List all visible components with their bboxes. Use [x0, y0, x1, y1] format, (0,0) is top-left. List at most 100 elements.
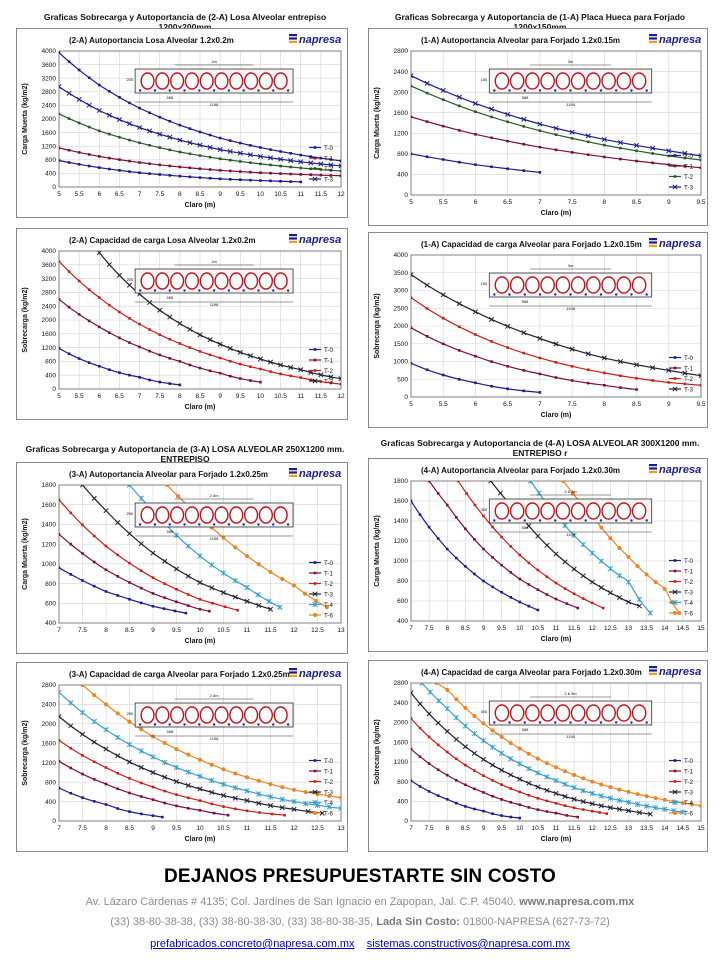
data-point: [490, 762, 496, 768]
data-point: [441, 158, 445, 161]
data-point: [278, 362, 284, 368]
data-point: [554, 801, 558, 805]
data-point: [279, 179, 282, 183]
chart-2a-capacidad: (2-A) Capacidad de carga Losa Alveolar 1…: [22, 234, 345, 411]
data-point: [97, 166, 101, 169]
email-link-sistemas[interactable]: sistemas.constructivos@napresa.com.mx: [366, 938, 570, 950]
data-point: [672, 789, 678, 795]
website-text[interactable]: www.napresa.com.mx: [519, 896, 635, 908]
data-point: [127, 719, 132, 724]
legend-label: T-2: [684, 579, 693, 586]
x-tick-label: 6: [97, 191, 101, 198]
x-tick-label: 13: [337, 825, 345, 832]
dim-label-top: 2m: [211, 59, 217, 64]
data-point: [104, 544, 108, 548]
plot-area: [58, 50, 342, 188]
data-point: [563, 804, 567, 807]
chart-title: (2-A) Autoportancia Losa Alveolar 1.2x0.…: [69, 36, 234, 45]
x-tick-label: 10.5: [217, 627, 230, 634]
data-point: [59, 112, 61, 116]
data-point: [188, 175, 192, 179]
data-point: [298, 367, 304, 373]
data-point: [411, 152, 413, 156]
data-point: [572, 592, 576, 596]
email-link-prefabricados[interactable]: prefabricados.concreto@napresa.com.mx: [150, 938, 355, 950]
data-point: [313, 780, 317, 783]
data-point: [158, 115, 162, 119]
slab-core-hole: [184, 272, 200, 290]
y-tick-label: 1600: [42, 130, 57, 137]
slab-core-hole: [509, 502, 525, 520]
data-point: [673, 569, 677, 573]
strand-dot: [198, 523, 201, 526]
data-point: [108, 132, 111, 136]
data-point: [178, 150, 182, 154]
data-point: [601, 136, 607, 143]
data-point: [138, 141, 141, 145]
strand-dot: [153, 89, 157, 92]
data-point: [635, 792, 640, 797]
data-point: [481, 721, 486, 726]
data-point: [162, 741, 167, 746]
strand-dot: [493, 293, 496, 296]
strand-dot: [168, 523, 171, 526]
data-point: [490, 165, 493, 169]
plot-area: [58, 684, 342, 822]
data-point: [480, 737, 487, 744]
footer-address: Av. Lázaro Cárdenas # 4135; Col. Jardine…: [0, 896, 720, 908]
data-point: [108, 167, 111, 171]
phones-text: (33) 38-80-38-38, (33) 38-80-38-30, (33)…: [110, 916, 374, 928]
slab-core-hole: [170, 706, 185, 724]
strand-dot: [168, 89, 171, 92]
data-point: [158, 173, 162, 176]
data-point: [673, 559, 677, 562]
data-point: [104, 782, 108, 786]
logo-bar: [289, 671, 297, 674]
data-point: [589, 790, 595, 797]
data-point: [178, 360, 182, 363]
series-t-1: [59, 532, 211, 613]
slab-core-hole: [140, 706, 155, 724]
data-point: [289, 180, 292, 183]
strand-dot: [183, 289, 186, 292]
legend-label: T-4: [324, 602, 333, 609]
x-tick-label: 12.5: [311, 825, 324, 832]
data-point: [208, 609, 211, 613]
series-t-4: [126, 485, 283, 610]
x-tick-label: 12: [589, 625, 597, 632]
strand-dot: [272, 89, 275, 92]
y-axis-ticks: 400 600 800 1000 1200 1400 1600 1800: [394, 478, 409, 625]
slab-core-hole: [540, 276, 555, 294]
data-point: [220, 590, 227, 596]
data-point: [139, 795, 143, 798]
legend-label: T-1: [324, 768, 333, 775]
data-point: [535, 770, 541, 776]
x-tick-label: 13: [625, 625, 633, 632]
x-tick-label: 9: [667, 199, 671, 206]
data-point: [647, 811, 653, 817]
legend-label: T-0: [684, 153, 693, 160]
data-point: [518, 577, 522, 581]
data-point: [576, 606, 580, 610]
data-point: [682, 150, 688, 156]
data-point: [589, 550, 595, 556]
data-point: [151, 798, 155, 801]
data-point: [474, 381, 477, 385]
x-tick-label: 8.5: [632, 401, 641, 408]
data-point: [527, 793, 531, 797]
data-point: [626, 555, 631, 559]
x-tick-label: 10.5: [274, 393, 287, 400]
slab-core-hole: [631, 72, 647, 90]
logo-text: napresa: [299, 668, 341, 680]
data-point: [139, 781, 143, 785]
x-tick-label: 10.5: [274, 191, 287, 198]
strand-dot: [212, 89, 216, 92]
data-point: [79, 709, 86, 716]
data-point: [338, 376, 341, 382]
data-point: [464, 565, 467, 568]
data-point: [571, 784, 577, 791]
data-point: [570, 151, 574, 154]
y-tick-label: 2000: [42, 116, 57, 123]
data-point: [173, 764, 180, 771]
data-point: [436, 743, 440, 747]
